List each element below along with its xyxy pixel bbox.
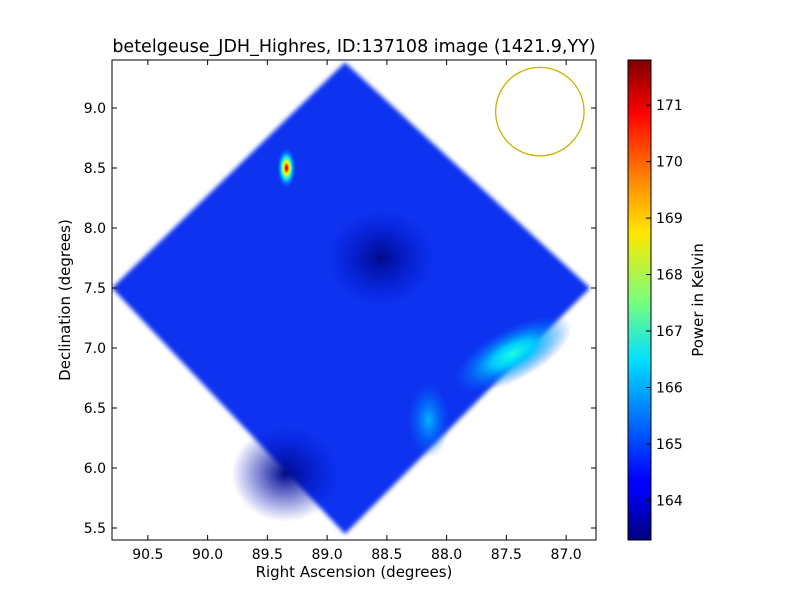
colorbar-label: Power in Kelvin: [689, 243, 707, 357]
colorbar-tick-label: 168: [656, 268, 683, 284]
colorbar: [627, 59, 652, 541]
x-axis-label: Right Ascension (degrees): [256, 563, 453, 581]
plot-frame: [111, 59, 597, 541]
x-tick-label: 90.0: [192, 547, 223, 563]
beam-circle: [494, 66, 585, 157]
y-tick-label: 6.5: [84, 401, 106, 417]
features-layer: [231, 147, 572, 522]
x-tick-label: 90.5: [132, 547, 163, 563]
feature-trough-1: [231, 426, 340, 522]
y-tick-label: 8.5: [84, 161, 106, 177]
x-tick-label: 89.0: [312, 547, 343, 563]
y-tick-label: 7.0: [84, 341, 106, 357]
colorbar-tick-label: 170: [656, 155, 683, 171]
colorbar-tick-label: 164: [656, 493, 683, 509]
y-tick-label: 5.5: [84, 521, 106, 537]
feature-ridge-0: [453, 315, 572, 393]
y-tick-label: 9.0: [84, 101, 106, 117]
feature-peak-0: [276, 147, 297, 189]
x-tick-label: 88.5: [371, 547, 402, 563]
x-tick-label: 89.5: [252, 547, 283, 563]
heatmap: [112, 62, 590, 535]
map-region: [112, 62, 590, 535]
x-axis-ticks: 90.5 90.0 89.5 89.0 88.5 88.0 87.5 87.0: [132, 60, 582, 563]
colorbar-tick-label: 167: [656, 324, 683, 340]
colorbar-tick-label: 166: [656, 381, 683, 397]
y-tick-label: 8.0: [84, 221, 106, 237]
feature-bump-0: [407, 381, 451, 459]
y-axis-label: Declination (degrees): [56, 219, 74, 381]
x-tick-label: 87.5: [491, 547, 522, 563]
beam-layer: [494, 66, 585, 157]
y-tick-label: 7.5: [84, 281, 106, 297]
colorbar-tick-label: 169: [656, 211, 683, 227]
x-tick-label: 88.0: [431, 547, 462, 563]
y-axis-ticks: 5.5 6.0 6.5 7.0 7.5 8.0 8.5 9.0: [84, 101, 596, 537]
x-tick-label: 87.0: [551, 547, 582, 563]
y-tick-label: 6.0: [84, 461, 106, 477]
colorbar-tick-label: 165: [656, 437, 683, 453]
chart-title: betelgeuse_JDH_Highres, ID:137108 image …: [112, 37, 595, 57]
colorbar-tick-label: 171: [656, 98, 683, 114]
colorbar-ticks: 164 165 166 167 168 169 170 171: [646, 98, 683, 509]
feature-trough-0: [327, 210, 435, 306]
